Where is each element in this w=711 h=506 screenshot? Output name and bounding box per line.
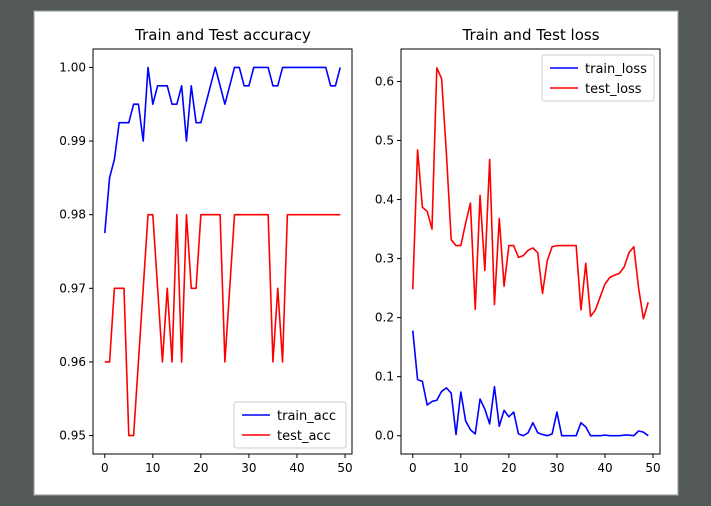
loss-y-ticks: 0.0 0.1 0.2 0.3 0.4 0.5 0.6 bbox=[375, 74, 401, 443]
loss-y-tick-label: 0.0 bbox=[375, 429, 394, 443]
figure-canvas: Train and Test accuracy 0 10 20 30 40 50 0.95… bbox=[34, 11, 678, 495]
loss-series-lines bbox=[411, 67, 649, 437]
accuracy-x-tick-label: 50 bbox=[337, 461, 352, 475]
accuracy-legend-box bbox=[233, 401, 347, 449]
accuracy-subplot: Train and Test accuracy 0 10 20 30 40 50 0.95… bbox=[59, 26, 352, 475]
accuracy-y-tick-label: 0.99 bbox=[59, 134, 86, 148]
accuracy-x-tick-label: 40 bbox=[289, 461, 304, 475]
loss-legend-box bbox=[541, 54, 655, 102]
accuracy-y-tick-label: 0.98 bbox=[59, 208, 86, 222]
loss-x-tick-label: 20 bbox=[501, 461, 516, 475]
series-line-train-acc bbox=[103, 66, 342, 234]
figure-svg: Train and Test accuracy 0 10 20 30 40 50 0.95… bbox=[59, 26, 661, 475]
legend-label-test-loss: test_loss bbox=[585, 82, 642, 97]
accuracy-chart-title: Train and Test accuracy bbox=[134, 26, 311, 44]
accuracy-x-tick-label: 10 bbox=[145, 461, 160, 475]
accuracy-y-tick-label: 0.96 bbox=[59, 355, 86, 369]
accuracy-x-tick-label: 30 bbox=[241, 461, 256, 475]
loss-y-tick-label: 0.6 bbox=[375, 74, 394, 88]
accuracy-y-tick-label: 0.95 bbox=[59, 429, 86, 443]
loss-plot-frame bbox=[400, 48, 661, 455]
series-line-test-loss bbox=[411, 67, 649, 320]
loss-legend: train_loss test_loss bbox=[541, 54, 655, 102]
accuracy-y-tick-label: 0.97 bbox=[59, 281, 86, 295]
accuracy-x-ticks: 0 10 20 30 40 50 bbox=[101, 454, 353, 475]
loss-y-tick-label: 0.5 bbox=[375, 134, 394, 148]
loss-subplot: Train and Test loss 0 10 20 30 40 50 0.00.10.… bbox=[375, 26, 661, 475]
accuracy-y-tick-label: 1.00 bbox=[59, 60, 86, 74]
loss-x-tick-label: 10 bbox=[453, 461, 468, 475]
loss-y-tick-label: 0.3 bbox=[375, 252, 394, 266]
loss-y-tick-label: 0.2 bbox=[375, 311, 394, 325]
accuracy-series-lines bbox=[103, 66, 342, 437]
accuracy-plot-frame bbox=[92, 48, 353, 455]
loss-y-tick-label: 0.1 bbox=[375, 370, 394, 384]
loss-x-ticks: 0 10 20 30 40 50 bbox=[409, 454, 661, 475]
loss-y-tick-label: 0.4 bbox=[375, 193, 394, 207]
legend-label-test-acc: test_acc bbox=[277, 429, 331, 444]
series-line-train-loss bbox=[411, 330, 649, 437]
accuracy-y-ticks: 0.95 0.96 0.97 0.98 0.99 1.00 bbox=[59, 60, 93, 443]
legend-label-train-loss: train_loss bbox=[585, 62, 647, 77]
loss-x-tick-label: 30 bbox=[549, 461, 564, 475]
loss-x-tick-label: 50 bbox=[645, 461, 660, 475]
series-line-test-acc bbox=[104, 213, 341, 437]
loss-x-tick-label: 40 bbox=[597, 461, 612, 475]
loss-chart-title: Train and Test loss bbox=[461, 26, 599, 44]
accuracy-x-tick-label: 20 bbox=[193, 461, 208, 475]
loss-x-tick-label: 0 bbox=[409, 461, 417, 475]
accuracy-x-tick-label: 0 bbox=[101, 461, 109, 475]
accuracy-legend: train_acc test_acc bbox=[233, 401, 347, 449]
legend-label-train-acc: train_acc bbox=[277, 409, 336, 424]
